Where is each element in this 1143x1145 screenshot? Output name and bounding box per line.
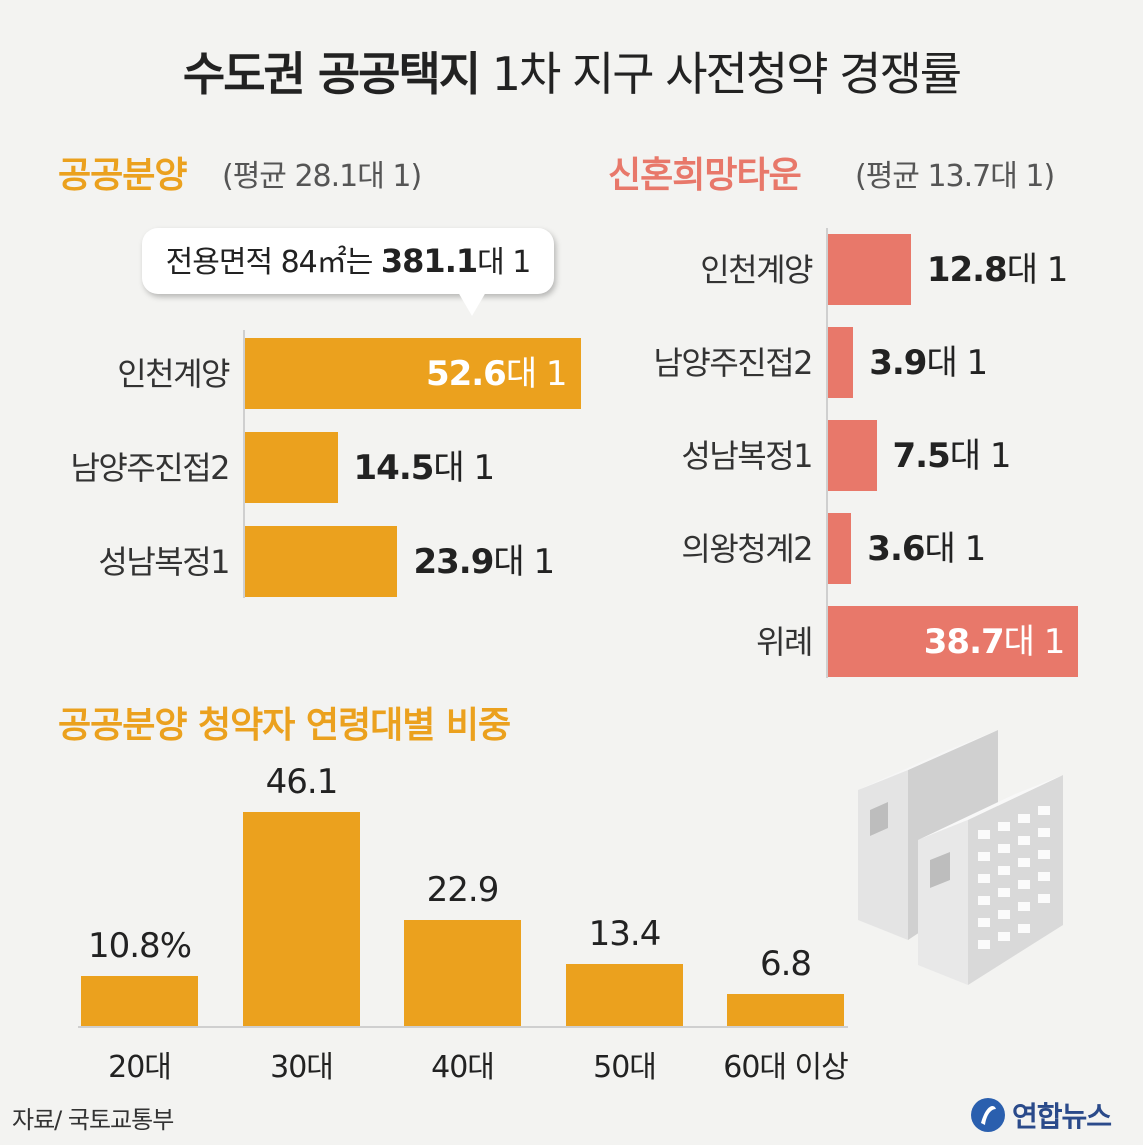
callout-value: 381.1 [380, 242, 478, 280]
chart-newlywed-value-label-unit: 대 1 [949, 435, 1012, 476]
age-bar [81, 975, 198, 1026]
public-sale-average: (평균 28.1대 1) [222, 159, 422, 194]
title-light: 1차 지구 사전청약 경쟁률 [491, 47, 962, 101]
age-value-label: 22.9 [426, 869, 500, 910]
chart-newlywed-bar [828, 606, 1079, 677]
chart-newlywed-category-label: 인천계양 [700, 250, 813, 289]
chart-newlywed-value-label-unit: 대 1 [1003, 621, 1066, 662]
chart-public-axis [243, 330, 245, 598]
age-category-label: 30대 [270, 1050, 334, 1085]
age-axis [78, 1026, 848, 1028]
chart-newlywed-bar [828, 234, 911, 305]
age-value-label: 46.1 [265, 762, 339, 803]
title-bold: 수도권 공공택지 [182, 47, 481, 101]
chart-newlywed-value-label-unit: 대 1 [1006, 249, 1069, 290]
chart-newlywed-axis [826, 228, 828, 678]
newlywed-average: (평균 13.7대 1) [855, 159, 1055, 194]
chart-newlywed-category-label: 성남복정1 [681, 436, 813, 475]
chart-newlywed-value-label-number: 7.5 [892, 435, 951, 476]
chart-newlywed-value-label: 3.6대 1 [867, 527, 987, 571]
age-category-label: 40대 [431, 1050, 495, 1085]
chart-newlywed-category-label: 위례 [756, 622, 813, 661]
age-bar [566, 963, 683, 1026]
chart-newlywed-value-label: 3.9대 1 [869, 341, 988, 385]
chart-public-value-label-unit: 대 1 [505, 353, 568, 394]
age-value-label: 10.8% [87, 925, 192, 966]
chart-newlywed-bar [828, 513, 852, 584]
callout-84m2: 전용면적 84㎡는 381.1대 1 [142, 228, 554, 294]
apartment-buildings-icon [848, 730, 1098, 990]
age-heading: 공공분양 청약자 연령대별 비중 [58, 705, 511, 746]
age-category-label: 20대 [108, 1050, 172, 1085]
callout-unit: 대 1 [477, 245, 531, 280]
chart-public-bar [245, 432, 338, 503]
chart-newlywed-value-label: 7.5대 1 [892, 434, 1012, 478]
chart-newlywed-bar [828, 420, 877, 491]
public-sale-heading: 공공분양 [58, 155, 187, 196]
age-bar [727, 994, 844, 1026]
chart-public-category-label: 성남복정1 [98, 542, 230, 581]
chart-newlywed-category-label: 의왕청계2 [681, 529, 813, 568]
page-title: 수도권 공공택지 1차 지구 사전청약 경쟁률 [0, 38, 1143, 104]
newlywed-heading: 신혼희망타운 [608, 155, 802, 196]
chart-newlywed-value-label-number: 3.9 [869, 342, 927, 383]
age-category-label: 60대 이상 [723, 1050, 849, 1085]
logo-text: 연합뉴스 [1012, 1100, 1112, 1133]
chart-public-value-label-number: 14.5 [353, 447, 435, 488]
chart-public-bar [245, 338, 581, 409]
age-value-label: 13.4 [588, 913, 662, 954]
chart-newlywed-value-label-unit: 대 1 [926, 342, 988, 383]
chart-newlywed-value-label-number: 38.7 [923, 621, 1005, 662]
chart-public-value-label-unit: 대 1 [493, 541, 555, 582]
chart-newlywed-value-label-number: 12.8 [926, 249, 1008, 290]
chart-newlywed-category-label: 남양주진접2 [653, 343, 813, 382]
chart-public-value-label-number: 23.9 [413, 541, 494, 582]
chart-public-value-label: 23.9대 1 [413, 540, 555, 584]
chart-newlywed-value-label-number: 3.6 [867, 528, 925, 569]
yonhap-logo-icon [971, 1098, 1005, 1132]
age-category-label: 50대 [593, 1050, 657, 1085]
age-bar [243, 812, 360, 1026]
chart-newlywed-value-label-unit: 대 1 [924, 528, 987, 569]
chart-public-value-label-unit: 대 1 [433, 447, 495, 488]
chart-public-value-label-number: 52.6 [425, 353, 507, 394]
chart-public-bar [245, 526, 398, 597]
chart-public-category-label: 남양주진접2 [70, 448, 230, 487]
chart-public-value-label: 14.5대 1 [353, 446, 496, 490]
chart-public-value-label: 52.6대 1 [331, 352, 568, 396]
source-text: 자료/ 국토교통부 [12, 1106, 174, 1134]
yonhap-logo: 연합뉴스 [968, 1094, 1112, 1136]
age-value-label: 6.8 [759, 944, 812, 985]
age-bar [404, 919, 521, 1026]
chart-newlywed-bar [828, 327, 854, 398]
chart-newlywed-value-label: 12.8대 1 [926, 248, 1069, 292]
chart-newlywed-value-label: 38.7대 1 [828, 620, 1066, 664]
chart-public-category-label: 인천계양 [117, 354, 230, 393]
callout-tail [458, 292, 486, 316]
callout-prefix: 전용면적 84㎡는 [165, 245, 381, 280]
